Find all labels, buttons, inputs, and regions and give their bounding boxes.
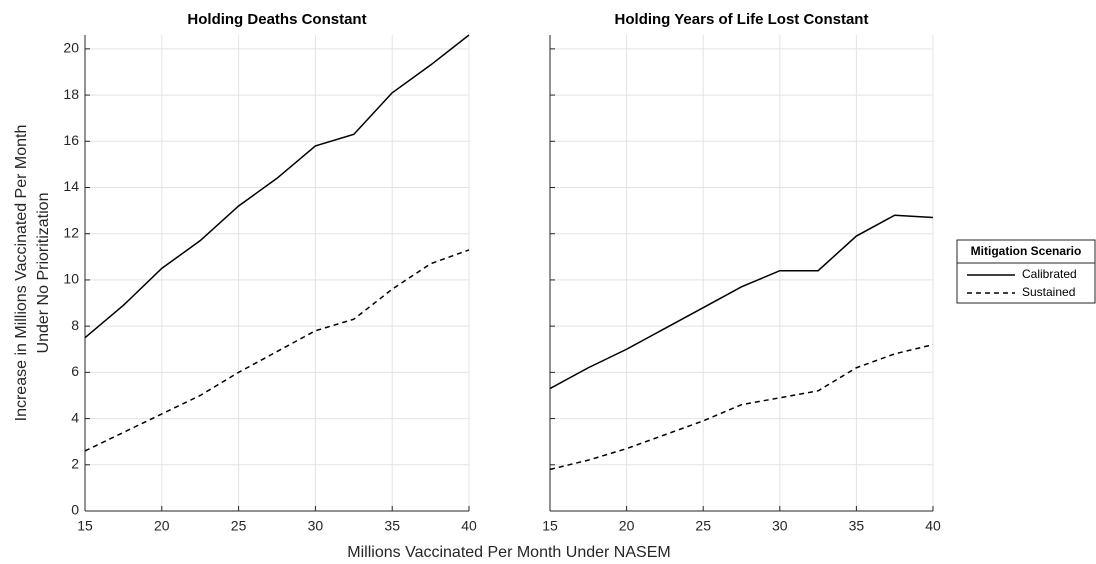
- line-series: [84, 249, 470, 452]
- y-tick-label: 10: [63, 271, 79, 287]
- x-tick-label: 40: [461, 518, 477, 534]
- x-tick-label: 15: [77, 518, 93, 534]
- x-tick-label: 35: [384, 518, 400, 534]
- legend-label: Calibrated: [1022, 267, 1077, 281]
- x-tick-label: 25: [231, 518, 247, 534]
- chart-title: Holding Deaths Constant: [187, 11, 366, 28]
- x-tick-label: 20: [619, 518, 635, 534]
- y-tick-label: 18: [63, 86, 79, 102]
- x-tick-label: 30: [772, 518, 788, 534]
- y-tick-label: 6: [71, 363, 79, 379]
- y-tick-label: 12: [63, 224, 79, 240]
- x-tick-label: 15: [542, 518, 558, 534]
- y-tick-label: 0: [71, 502, 79, 518]
- line-series: [84, 34, 470, 339]
- x-tick-label: 40: [925, 518, 941, 534]
- y-tick-label: 8: [71, 317, 79, 333]
- x-axis-label: Millions Vaccinated Per Month Under NASE…: [347, 544, 670, 561]
- y-axis-label: Under No Prioritization: [35, 193, 52, 354]
- x-tick-label: 20: [154, 518, 170, 534]
- chart-title: Holding Years of Life Lost Constant: [615, 11, 869, 28]
- x-tick-label: 35: [849, 518, 865, 534]
- y-tick-label: 20: [63, 40, 79, 56]
- y-tick-label: 4: [71, 409, 79, 425]
- legend-title: Mitigation Scenario: [971, 244, 1082, 258]
- y-axis-label: Increase in Millions Vaccinated Per Mont…: [13, 125, 30, 422]
- legend-label: Sustained: [1022, 285, 1075, 299]
- x-tick-label: 30: [308, 518, 324, 534]
- line-series: [549, 343, 934, 471]
- y-tick-label: 16: [63, 132, 79, 148]
- y-tick-label: 2: [71, 455, 79, 471]
- x-tick-label: 25: [695, 518, 711, 534]
- line-series: [549, 214, 934, 390]
- y-tick-label: 14: [63, 178, 79, 194]
